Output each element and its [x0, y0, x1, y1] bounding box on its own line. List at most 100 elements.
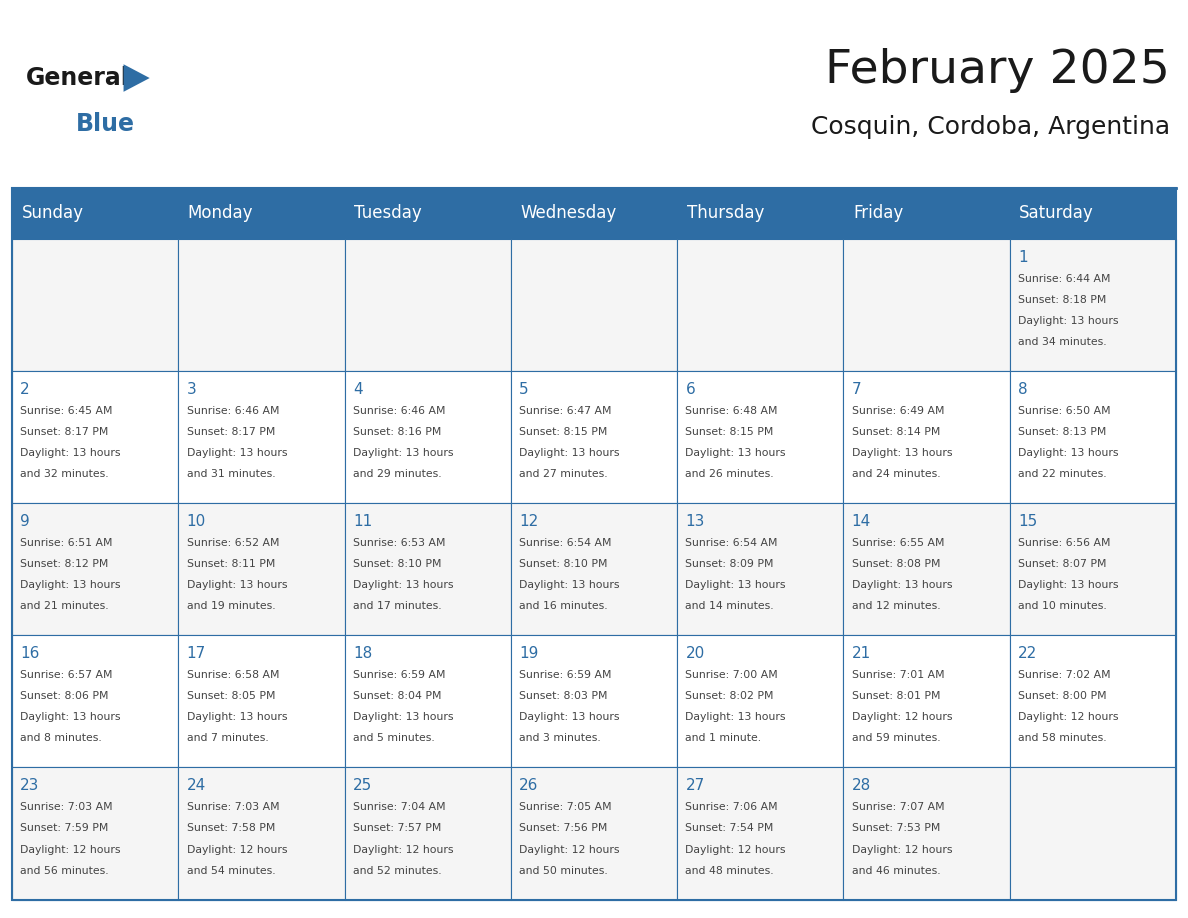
Bar: [12, 503, 178, 635]
Text: and 48 minutes.: and 48 minutes.: [685, 866, 775, 876]
Text: Sunset: 8:10 PM: Sunset: 8:10 PM: [519, 559, 607, 569]
Text: and 54 minutes.: and 54 minutes.: [187, 866, 276, 876]
Text: Sunset: 8:17 PM: Sunset: 8:17 PM: [20, 427, 108, 437]
Text: 25: 25: [353, 778, 372, 793]
Text: Sunset: 8:01 PM: Sunset: 8:01 PM: [852, 691, 940, 701]
Text: 26: 26: [519, 778, 538, 793]
Bar: [511, 767, 677, 900]
Text: Daylight: 13 hours: Daylight: 13 hours: [20, 448, 121, 458]
Bar: [12, 371, 178, 503]
Text: Sunset: 8:03 PM: Sunset: 8:03 PM: [519, 691, 607, 701]
Text: Sunrise: 7:06 AM: Sunrise: 7:06 AM: [685, 802, 778, 812]
Text: Daylight: 12 hours: Daylight: 12 hours: [852, 712, 953, 722]
Text: Daylight: 12 hours: Daylight: 12 hours: [685, 845, 786, 855]
Text: 6: 6: [685, 382, 695, 397]
Text: Sunset: 8:17 PM: Sunset: 8:17 PM: [187, 427, 274, 437]
Text: 24: 24: [187, 778, 206, 793]
Text: 19: 19: [519, 646, 538, 661]
Text: 15: 15: [1018, 514, 1037, 529]
Text: 9: 9: [20, 514, 30, 529]
Text: Sunset: 8:12 PM: Sunset: 8:12 PM: [20, 559, 108, 569]
Text: Sunset: 8:16 PM: Sunset: 8:16 PM: [353, 427, 441, 437]
Text: 3: 3: [187, 382, 196, 397]
Text: Sunset: 8:09 PM: Sunset: 8:09 PM: [685, 559, 773, 569]
Bar: [12, 239, 178, 371]
Text: Saturday: Saturday: [1019, 205, 1094, 222]
Bar: [511, 635, 677, 767]
Bar: [677, 767, 843, 900]
Bar: [12, 188, 1176, 239]
Text: Sunset: 8:10 PM: Sunset: 8:10 PM: [353, 559, 441, 569]
Text: Sunrise: 7:00 AM: Sunrise: 7:00 AM: [685, 670, 778, 680]
Text: Sunset: 8:07 PM: Sunset: 8:07 PM: [1018, 559, 1106, 569]
Bar: [345, 503, 511, 635]
Text: Daylight: 13 hours: Daylight: 13 hours: [187, 448, 287, 458]
Text: 1: 1: [1018, 250, 1028, 264]
Text: Sunset: 8:14 PM: Sunset: 8:14 PM: [852, 427, 940, 437]
Text: Daylight: 13 hours: Daylight: 13 hours: [685, 580, 786, 590]
Text: February 2025: February 2025: [826, 48, 1170, 93]
Bar: [1010, 767, 1176, 900]
Text: Daylight: 12 hours: Daylight: 12 hours: [353, 845, 454, 855]
Text: 23: 23: [20, 778, 39, 793]
Text: 14: 14: [852, 514, 871, 529]
Bar: [843, 371, 1010, 503]
Text: and 46 minutes.: and 46 minutes.: [852, 866, 941, 876]
Bar: [677, 371, 843, 503]
Text: Sunrise: 6:54 AM: Sunrise: 6:54 AM: [519, 538, 612, 548]
Bar: [511, 371, 677, 503]
Text: Daylight: 13 hours: Daylight: 13 hours: [685, 712, 786, 722]
Text: and 52 minutes.: and 52 minutes.: [353, 866, 442, 876]
Text: Sunset: 8:06 PM: Sunset: 8:06 PM: [20, 691, 108, 701]
Polygon shape: [124, 64, 150, 92]
Text: Sunset: 8:04 PM: Sunset: 8:04 PM: [353, 691, 441, 701]
Text: Daylight: 13 hours: Daylight: 13 hours: [519, 580, 620, 590]
Text: Sunrise: 6:53 AM: Sunrise: 6:53 AM: [353, 538, 446, 548]
Text: and 7 minutes.: and 7 minutes.: [187, 733, 268, 744]
Text: Sunrise: 7:02 AM: Sunrise: 7:02 AM: [1018, 670, 1111, 680]
Text: Sunset: 7:56 PM: Sunset: 7:56 PM: [519, 823, 607, 834]
Text: Daylight: 12 hours: Daylight: 12 hours: [20, 845, 121, 855]
Text: Sunset: 8:11 PM: Sunset: 8:11 PM: [187, 559, 274, 569]
Text: and 17 minutes.: and 17 minutes.: [353, 601, 442, 611]
Text: Sunrise: 6:51 AM: Sunrise: 6:51 AM: [20, 538, 113, 548]
Text: and 34 minutes.: and 34 minutes.: [1018, 337, 1107, 347]
Text: 27: 27: [685, 778, 704, 793]
Text: Sunrise: 6:45 AM: Sunrise: 6:45 AM: [20, 406, 113, 416]
Bar: [511, 503, 677, 635]
Bar: [843, 767, 1010, 900]
Text: Sunrise: 6:58 AM: Sunrise: 6:58 AM: [187, 670, 279, 680]
Bar: [178, 635, 345, 767]
Text: Sunrise: 7:01 AM: Sunrise: 7:01 AM: [852, 670, 944, 680]
Text: Thursday: Thursday: [687, 205, 764, 222]
Text: and 58 minutes.: and 58 minutes.: [1018, 733, 1107, 744]
Text: Sunset: 7:53 PM: Sunset: 7:53 PM: [852, 823, 940, 834]
Text: Sunset: 8:15 PM: Sunset: 8:15 PM: [685, 427, 773, 437]
Bar: [677, 635, 843, 767]
Text: and 24 minutes.: and 24 minutes.: [852, 469, 941, 479]
Text: Daylight: 13 hours: Daylight: 13 hours: [353, 712, 454, 722]
Text: Sunrise: 6:44 AM: Sunrise: 6:44 AM: [1018, 274, 1111, 284]
Text: Sunrise: 6:55 AM: Sunrise: 6:55 AM: [852, 538, 944, 548]
Bar: [345, 371, 511, 503]
Text: and 12 minutes.: and 12 minutes.: [852, 601, 941, 611]
Text: Sunrise: 6:46 AM: Sunrise: 6:46 AM: [187, 406, 279, 416]
Text: and 1 minute.: and 1 minute.: [685, 733, 762, 744]
Text: 12: 12: [519, 514, 538, 529]
Text: and 22 minutes.: and 22 minutes.: [1018, 469, 1107, 479]
Text: 13: 13: [685, 514, 704, 529]
Text: and 29 minutes.: and 29 minutes.: [353, 469, 442, 479]
Bar: [843, 635, 1010, 767]
Text: 4: 4: [353, 382, 362, 397]
Text: and 50 minutes.: and 50 minutes.: [519, 866, 608, 876]
Text: and 31 minutes.: and 31 minutes.: [187, 469, 276, 479]
Text: and 16 minutes.: and 16 minutes.: [519, 601, 608, 611]
Bar: [345, 239, 511, 371]
Text: Sunset: 8:02 PM: Sunset: 8:02 PM: [685, 691, 773, 701]
Text: 16: 16: [20, 646, 39, 661]
Bar: [843, 239, 1010, 371]
Text: Daylight: 12 hours: Daylight: 12 hours: [1018, 712, 1119, 722]
Text: Daylight: 13 hours: Daylight: 13 hours: [187, 580, 287, 590]
Text: Daylight: 13 hours: Daylight: 13 hours: [1018, 316, 1119, 326]
Text: and 5 minutes.: and 5 minutes.: [353, 733, 435, 744]
